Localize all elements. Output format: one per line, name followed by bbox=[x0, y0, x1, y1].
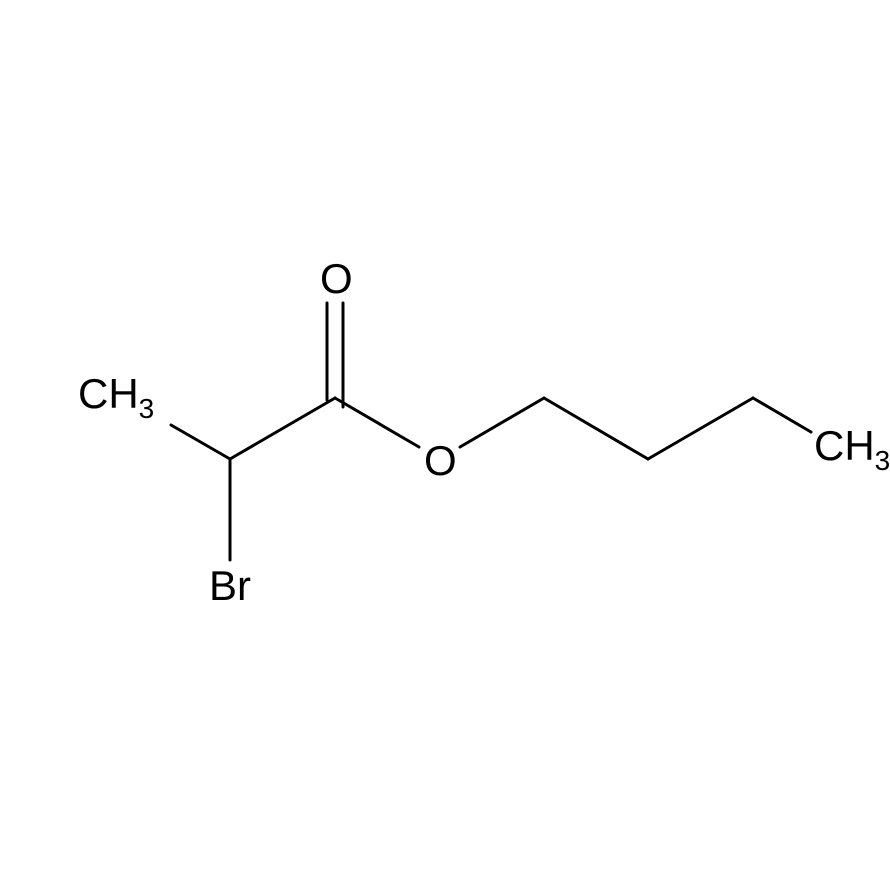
bond-cbutyl1-cbutyl2 bbox=[544, 398, 648, 459]
atom-ch3-right-main: CH bbox=[814, 422, 875, 469]
bond-cchiral-ccarbonyl bbox=[230, 398, 335, 459]
bond-oester-cbutyl1 bbox=[460, 398, 544, 447]
bond-ch3-cchiral bbox=[171, 425, 230, 459]
atom-ch3-left-main: CH bbox=[78, 370, 139, 417]
atom-ch3-right-sub: 3 bbox=[875, 445, 890, 476]
molecule-diagram: CH3 O O Br CH3 bbox=[0, 0, 890, 890]
atom-ch3-left-sub: 3 bbox=[139, 393, 155, 424]
atom-ch3-right: CH3 bbox=[814, 422, 890, 476]
bond-cbutyl3-ch3right bbox=[753, 398, 811, 432]
bonds-group bbox=[171, 303, 811, 560]
atom-o-ester: O bbox=[424, 437, 457, 484]
atom-ch3-left: CH3 bbox=[78, 370, 154, 424]
atom-o-double: O bbox=[320, 255, 353, 302]
bond-ccarbonyl-oester bbox=[335, 398, 419, 447]
atom-br: Br bbox=[209, 562, 251, 609]
bond-cbutyl2-cbutyl3 bbox=[648, 398, 753, 459]
